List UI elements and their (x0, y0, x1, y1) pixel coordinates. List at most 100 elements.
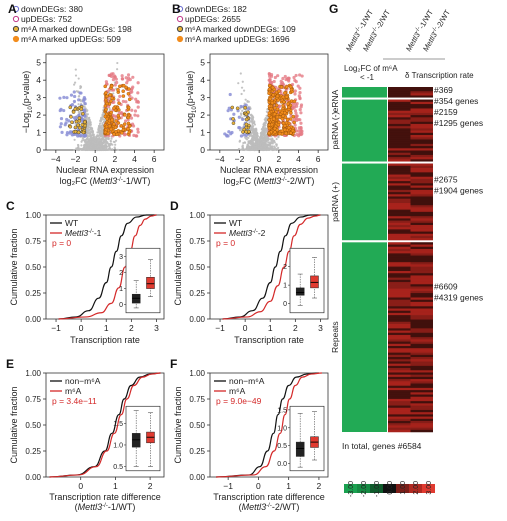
data-point-grey (101, 132, 104, 135)
heatmap-cell (410, 128, 433, 131)
data-point-grey (261, 135, 264, 139)
data-point-down (72, 99, 77, 104)
y-axis-label: Cumulative fraction (9, 228, 19, 305)
data-point-grey (255, 133, 258, 136)
x-axis-label: Transcription rate difference (213, 492, 325, 502)
heatmap-cell (388, 270, 411, 274)
heatmap-cell (388, 405, 411, 409)
group-count: #369 (434, 85, 453, 95)
legend-item: non−m⁶A (65, 376, 101, 386)
data-point-grey (257, 138, 261, 141)
boxplot-box (295, 287, 305, 296)
group-label: Repeats (330, 321, 340, 353)
group-genes: #1904 genes (434, 186, 483, 196)
heatmap-cell (388, 224, 411, 228)
data-point-down (68, 131, 72, 135)
heatmap-cell (388, 398, 411, 402)
heatmap-cell (410, 229, 433, 232)
heatmap-cell (388, 326, 411, 329)
data-point-grey (112, 92, 115, 95)
data-point-grey (109, 140, 112, 143)
heatmap-cell (388, 185, 411, 188)
data-point-grey (92, 140, 95, 143)
p-value-annotation: p = 3.4e−11 (52, 396, 97, 406)
heatmap-cell (388, 110, 411, 114)
heatmap-cell (410, 414, 433, 417)
data-point-m6a-up (291, 114, 296, 119)
heatmap-cell (410, 172, 433, 175)
heatmap-cell (410, 264, 433, 267)
data-point-grey (87, 131, 91, 134)
data-point-m6a-up (126, 127, 130, 131)
heatmap-cell (388, 361, 411, 364)
data-point-m6a-up (109, 110, 113, 115)
heatmap-cell (388, 198, 411, 202)
heatmap-cell (388, 194, 411, 197)
panel-letter-a: A (8, 2, 17, 16)
heatmap-cell (388, 251, 411, 254)
data-point-grey (247, 100, 250, 103)
data-point-up (268, 74, 272, 78)
heatmap-cell (388, 159, 411, 162)
legend-marker (176, 15, 184, 23)
x-tick-label: 0 (78, 481, 83, 491)
inset-y-tick-label: 0 (119, 302, 123, 309)
data-point-grey (75, 147, 79, 151)
data-point-up (119, 111, 123, 115)
data-point-grey (249, 146, 252, 149)
heatmap-cell (410, 315, 433, 318)
data-point-grey (110, 137, 113, 140)
heatmap-cell (388, 148, 411, 151)
panel-letter-f: F (170, 357, 177, 371)
data-point-up (136, 81, 140, 85)
data-point-grey (251, 119, 254, 122)
data-point-grey (276, 148, 279, 151)
data-point-m6a-down (241, 130, 245, 134)
heatmap-cell (410, 112, 433, 116)
data-point-grey (96, 145, 99, 149)
data-point-m6a-up (281, 103, 285, 108)
heatmap-cell (388, 323, 411, 327)
data-point-grey (251, 146, 254, 149)
data-point-grey (255, 127, 258, 130)
data-point-m6a-up (290, 128, 295, 133)
heatmap-cell (388, 146, 411, 149)
inset-y-tick-label: 1 (283, 283, 287, 290)
data-point-down (58, 96, 62, 100)
data-point-grey (96, 142, 99, 145)
data-point-grey (241, 80, 244, 83)
data-point-grey (81, 139, 84, 142)
data-point-m6a-up (274, 103, 279, 108)
data-point-grey (241, 109, 244, 112)
inset-y-tick-label: 1.0 (277, 425, 287, 432)
heatmap-cell (388, 299, 411, 303)
data-point-up (296, 117, 301, 122)
data-point-m6a-up (282, 100, 286, 104)
data-point-grey (104, 145, 107, 148)
y-axis-label: −Log10(p-value) (21, 71, 34, 133)
heatmap-cell (388, 295, 411, 298)
data-point-grey (264, 121, 267, 125)
data-point-grey (89, 126, 92, 129)
heatmap-cell (410, 108, 433, 111)
data-point-grey (251, 130, 254, 133)
data-point-up (272, 79, 276, 84)
heatmap-cell (410, 255, 433, 259)
inset-y-tick-label: 1.5 (113, 421, 123, 428)
heatmap-cell (388, 259, 411, 263)
group-separator (342, 240, 433, 243)
heatmap-cell (410, 299, 433, 303)
data-point-up (133, 109, 138, 113)
x-tick-label: −1 (215, 323, 225, 333)
heatmap-cell (410, 370, 433, 373)
data-point-grey (116, 61, 119, 65)
inset-y-tick-label: 1 (119, 286, 123, 293)
heatmap-cell (410, 251, 433, 254)
x-tick-label: 3 (318, 323, 323, 333)
x-tick-label: 0 (93, 154, 98, 164)
heatmap-cell (410, 192, 433, 195)
data-point-up (113, 74, 117, 78)
data-point-grey (87, 118, 90, 121)
data-point-grey (86, 113, 89, 116)
